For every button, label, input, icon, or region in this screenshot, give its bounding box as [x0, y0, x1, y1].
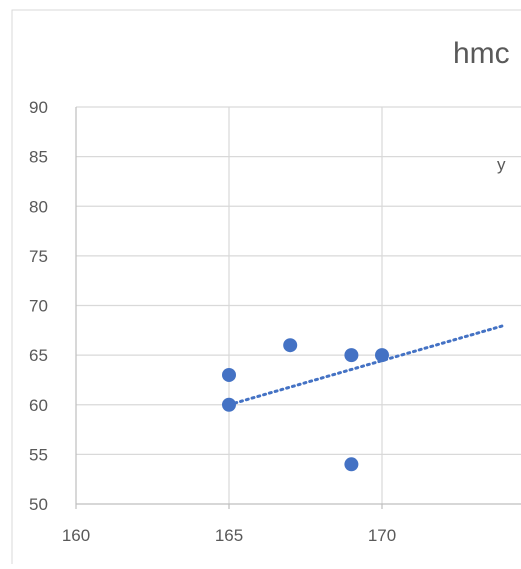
chart-title: hmc [453, 37, 510, 70]
trendline-equation-label: y [497, 155, 506, 174]
gridlines [76, 106, 521, 504]
y-tick-label: 65 [29, 346, 48, 365]
y-axis-ticks: 90 85 80 75 70 65 60 55 50 [29, 98, 48, 514]
y-tick-label: 70 [29, 297, 48, 316]
y-tick-label: 85 [29, 148, 48, 167]
y-tick-label: 80 [29, 197, 48, 216]
trendline [227, 323, 506, 407]
data-point [222, 397, 236, 412]
data-points [222, 338, 389, 472]
trendline-group [227, 323, 506, 407]
y-tick-label: 60 [29, 396, 48, 415]
y-tick-label: 90 [29, 98, 48, 117]
chart-border [11, 9, 521, 569]
y-tick-label: 50 [29, 495, 48, 514]
x-tick-label: 165 [215, 526, 243, 545]
x-axis-ticks: 160 165 170 [62, 526, 396, 545]
y-tick-label: 75 [29, 247, 48, 266]
y-tick-label: 55 [29, 445, 48, 464]
data-point [283, 338, 298, 353]
data-point [222, 367, 236, 382]
x-tick-label: 160 [62, 526, 90, 545]
x-tick-label: 170 [368, 526, 396, 545]
data-point [344, 457, 359, 472]
data-point [344, 348, 359, 363]
axes [75, 107, 521, 509]
data-point [375, 348, 389, 363]
